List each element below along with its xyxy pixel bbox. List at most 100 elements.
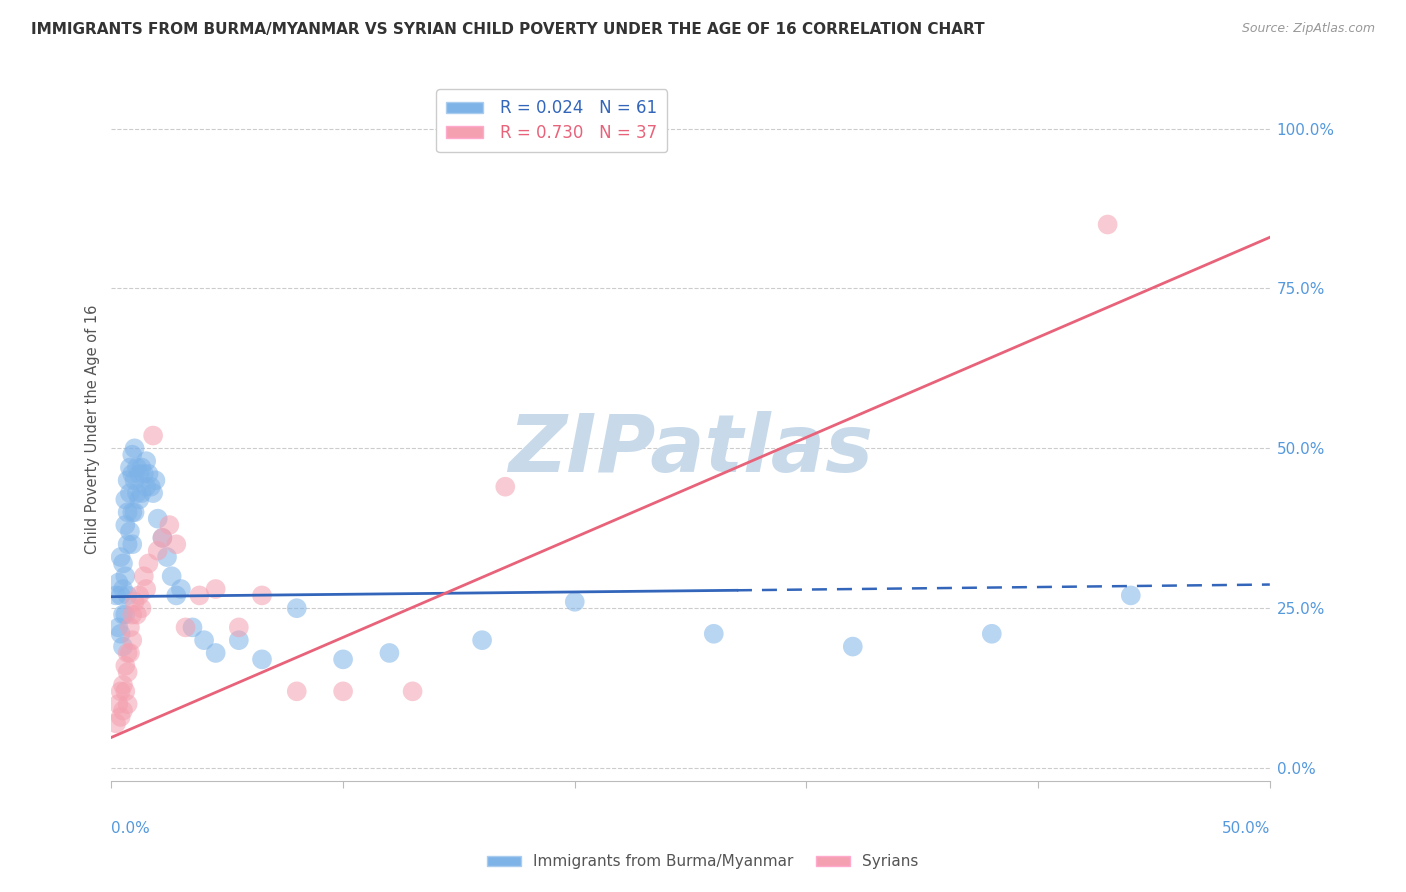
Point [146,511,169,525]
Point [980,627,1002,641]
Point [114,658,136,673]
Point [132,569,155,583]
Legend: Immigrants from Burma/Myanmar, Syrians: Immigrants from Burma/Myanmar, Syrians [481,848,925,875]
Point [250,652,273,666]
Point [139,480,162,494]
Point [494,480,516,494]
Text: 50.0%: 50.0% [1222,821,1270,836]
Point [121,505,143,519]
Point [121,448,143,462]
Point [118,524,141,539]
Point [117,646,139,660]
Point [131,460,153,475]
Point [150,531,173,545]
Text: 0.0%: 0.0% [111,821,150,836]
Point [118,646,141,660]
Point [128,588,150,602]
Point [117,505,139,519]
Point [378,646,401,660]
Point [228,620,250,634]
Point [107,620,129,634]
Point [135,582,157,596]
Point [125,460,148,475]
Point [131,486,153,500]
Point [124,473,146,487]
Point [138,557,160,571]
Point [165,537,187,551]
Point [564,595,586,609]
Point [188,588,211,602]
Point [181,620,204,634]
Point [110,627,132,641]
Point [110,710,132,724]
Point [124,595,146,609]
Point [250,588,273,602]
Point [121,537,143,551]
Point [132,467,155,481]
Point [131,601,153,615]
Point [111,640,134,654]
Point [114,684,136,698]
Point [111,678,134,692]
Point [121,467,143,481]
Point [121,607,143,622]
Point [111,557,134,571]
Point [124,442,146,456]
Point [1097,218,1119,232]
Point [128,467,150,481]
Point [156,549,179,564]
Point [204,646,226,660]
Point [117,697,139,711]
Point [285,684,308,698]
Point [117,665,139,680]
Point [193,633,215,648]
Point [150,531,173,545]
Point [332,652,354,666]
Point [228,633,250,648]
Point [401,684,423,698]
Point [114,492,136,507]
Point [114,569,136,583]
Point [138,467,160,481]
Point [174,620,197,634]
Point [135,454,157,468]
Point [107,575,129,590]
Point [110,549,132,564]
Point [204,582,226,596]
Point [471,633,494,648]
Point [703,627,725,641]
Point [117,588,139,602]
Point [128,492,150,507]
Point [114,518,136,533]
Point [105,716,128,731]
Point [118,486,141,500]
Point [110,684,132,698]
Point [114,607,136,622]
Legend: R = 0.024   N = 61, R = 0.730   N = 37: R = 0.024 N = 61, R = 0.730 N = 37 [436,89,666,152]
Text: ZIPatlas: ZIPatlas [508,411,873,489]
Point [142,486,165,500]
Text: Source: ZipAtlas.com: Source: ZipAtlas.com [1241,22,1375,36]
Y-axis label: Child Poverty Under the Age of 16: Child Poverty Under the Age of 16 [86,304,100,554]
Point [117,537,139,551]
Point [121,633,143,648]
Point [165,588,187,602]
Point [111,607,134,622]
Text: IMMIGRANTS FROM BURMA/MYANMAR VS SYRIAN CHILD POVERTY UNDER THE AGE OF 16 CORREL: IMMIGRANTS FROM BURMA/MYANMAR VS SYRIAN … [31,22,984,37]
Point [125,486,148,500]
Point [111,582,134,596]
Point [160,569,183,583]
Point [118,620,141,634]
Point [125,607,148,622]
Point [118,460,141,475]
Point [107,697,129,711]
Point [1119,588,1142,602]
Point [146,543,169,558]
Point [117,473,139,487]
Point [842,640,865,654]
Point [110,588,132,602]
Point [145,473,167,487]
Point [105,588,128,602]
Point [135,480,157,494]
Point [332,684,354,698]
